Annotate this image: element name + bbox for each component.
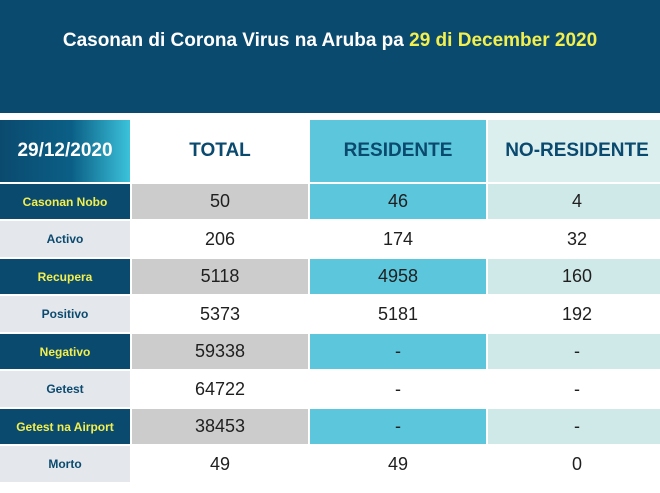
table-cell: 0 xyxy=(488,446,660,484)
row-label-casonan-nobo: Casonan Nobo xyxy=(0,184,130,221)
table-cell: 32 xyxy=(488,221,660,259)
table-cell: 174 xyxy=(310,221,486,259)
row-label-getest-na-airport: Getest na Airport xyxy=(0,409,130,446)
row-label-morto: Morto xyxy=(0,446,130,484)
table-cell: 5373 xyxy=(132,296,308,334)
row-label-recupera: Recupera xyxy=(0,259,130,296)
table-cell: 38453 xyxy=(132,409,308,446)
column-header-residente: RESIDENTE xyxy=(310,120,486,184)
table-date-header: 29/12/2020 xyxy=(0,120,130,184)
table-cell: 206 xyxy=(132,221,308,259)
table-cell: 4958 xyxy=(310,259,486,296)
title-prefix: Casonan di Corona Virus na Aruba pa xyxy=(62,30,404,51)
table-cell: 46 xyxy=(310,184,486,221)
table-cell: 5181 xyxy=(310,296,486,334)
table-cell: - xyxy=(488,334,660,371)
column-header-no-residente: NO-RESIDENTE xyxy=(488,120,660,184)
header-banner: Casonan di Corona Virus na Aruba pa 29 d… xyxy=(0,0,660,113)
row-label-getest: Getest xyxy=(0,371,130,409)
table-cell: - xyxy=(488,409,660,446)
table-cell: 4 xyxy=(488,184,660,221)
table-cell: 64722 xyxy=(132,371,308,409)
table-cell: - xyxy=(310,371,486,409)
table-cell: 49 xyxy=(310,446,486,484)
row-label-negativo: Negativo xyxy=(0,334,130,371)
table-cell: - xyxy=(488,371,660,409)
row-label-activo: Activo xyxy=(0,221,130,259)
table-cell: - xyxy=(310,409,486,446)
cases-table: 29/12/2020 TOTAL RESIDENTE NO-RESIDENTE … xyxy=(0,120,660,493)
table-cell: 50 xyxy=(132,184,308,221)
table-cell: 5118 xyxy=(132,259,308,296)
table-cell: 59338 xyxy=(132,334,308,371)
title-date: 29 di December 2020 xyxy=(409,30,598,51)
row-label-positivo: Positivo xyxy=(0,296,130,334)
table-cell: - xyxy=(310,334,486,371)
table-cell: 49 xyxy=(132,446,308,484)
column-header-total: TOTAL xyxy=(132,120,308,184)
table-cell: 192 xyxy=(488,296,660,334)
table-cell: 160 xyxy=(488,259,660,296)
page-title: Casonan di Corona Virus na Aruba pa 29 d… xyxy=(0,30,660,52)
